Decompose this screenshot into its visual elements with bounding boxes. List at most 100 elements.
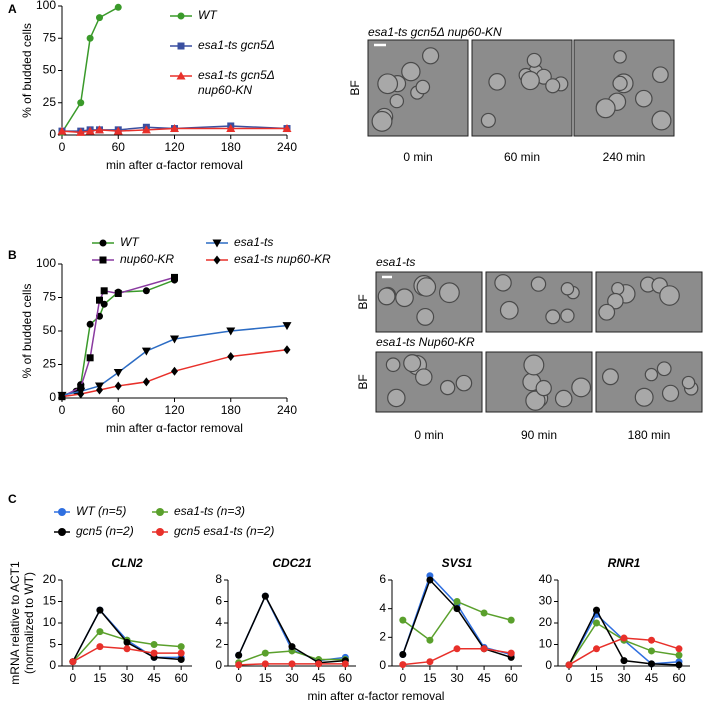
marker	[142, 287, 150, 295]
marker	[675, 661, 683, 669]
y-tick-label: 10	[43, 615, 57, 629]
legend-label: esa1-ts nup60-KR	[234, 252, 331, 266]
y-tick-label: 40	[539, 572, 553, 586]
marker	[113, 369, 123, 378]
marker	[426, 658, 434, 666]
marker	[282, 124, 292, 133]
cell	[613, 50, 627, 64]
marker	[235, 651, 243, 659]
marker	[675, 645, 683, 653]
marker	[288, 643, 296, 651]
cell	[455, 374, 473, 392]
marker	[99, 256, 107, 264]
cell	[385, 357, 401, 373]
x-tick-label: 180	[221, 140, 241, 154]
marker	[177, 656, 185, 664]
marker	[426, 576, 434, 584]
marker	[341, 660, 349, 668]
marker	[123, 638, 131, 646]
image-title: esa1-ts	[376, 255, 415, 269]
y-tick-label: 50	[43, 323, 57, 337]
cell	[607, 292, 624, 310]
marker	[227, 351, 235, 361]
cell	[387, 388, 406, 408]
y-tick-label: 75	[43, 290, 57, 304]
marker	[141, 125, 151, 134]
x-tick-label: 45	[477, 671, 491, 685]
x-tick-label: 15	[93, 671, 107, 685]
marker	[648, 636, 655, 644]
x-axis-label: min after α-factor removal	[308, 689, 445, 703]
x-tick-label: 60	[174, 671, 188, 685]
marker	[170, 335, 179, 344]
marker	[177, 12, 185, 20]
marker	[96, 14, 103, 22]
y-tick-label: 0	[215, 658, 222, 672]
y-tick-label: 10	[539, 637, 553, 651]
y-axis-label: (normalized to WT)	[22, 572, 36, 674]
marker	[226, 327, 236, 336]
x-tick-label: 0	[399, 671, 406, 685]
image-caption: 240 min	[603, 150, 646, 164]
y-tick-label: 100	[36, 0, 56, 12]
x-tick-label: 240	[277, 140, 297, 154]
marker	[399, 616, 407, 624]
cell	[598, 303, 616, 321]
marker	[399, 661, 407, 669]
marker	[96, 643, 104, 651]
y-axis-label: % of budded cells	[20, 284, 34, 379]
x-tick-label: 30	[617, 671, 631, 685]
subplot-title: CLN2	[111, 556, 143, 570]
marker	[77, 383, 85, 391]
marker	[114, 3, 122, 11]
legend-marker	[58, 508, 66, 516]
marker	[213, 255, 221, 265]
image-title: esa1-ts gcn5Δ nup60-KN	[368, 25, 502, 39]
marker	[142, 377, 150, 387]
x-tick-label: 45	[645, 671, 659, 685]
marker	[480, 609, 488, 617]
marker	[76, 127, 86, 136]
y-tick-label: 2	[215, 637, 222, 651]
marker	[150, 641, 158, 648]
marker	[565, 661, 573, 669]
marker	[399, 651, 407, 659]
marker	[283, 345, 291, 355]
cell	[554, 389, 573, 408]
x-tick-label: 0	[59, 140, 66, 154]
marker	[77, 389, 85, 399]
marker	[96, 628, 104, 636]
cell	[389, 93, 405, 109]
image-caption: 60 min	[504, 150, 540, 164]
cell	[652, 66, 669, 84]
cell	[571, 377, 592, 398]
cell	[560, 308, 575, 323]
x-tick-label: 120	[164, 140, 184, 154]
marker	[648, 660, 655, 668]
marker	[315, 660, 323, 668]
marker	[675, 651, 683, 659]
channel-label: BF	[356, 294, 370, 309]
y-tick-label: 4	[215, 615, 222, 629]
marker	[235, 661, 243, 669]
marker	[86, 354, 94, 362]
legend-wrap: esa1-ts gcn5Δ nup60-KN	[198, 68, 275, 97]
y-tick-label: 20	[539, 615, 553, 629]
cell	[395, 288, 414, 308]
cell	[634, 89, 653, 108]
marker	[648, 647, 655, 655]
marker	[86, 320, 94, 328]
y-tick-label: 100	[36, 256, 56, 270]
x-tick-label: 15	[259, 671, 273, 685]
marker	[176, 71, 186, 80]
y-tick-label: 2	[379, 630, 386, 644]
x-tick-label: 0	[235, 671, 242, 685]
legend-label: esa1-ts gcn5Δ nup60-KN	[198, 68, 275, 97]
marker	[150, 649, 158, 657]
legend-label: gcn5 esa1-ts (n=2)	[174, 524, 274, 538]
marker	[114, 289, 122, 297]
y-tick-label: 4	[379, 601, 386, 615]
legend-label: esa1-ts gcn5Δ	[198, 38, 275, 52]
cell	[651, 110, 672, 131]
